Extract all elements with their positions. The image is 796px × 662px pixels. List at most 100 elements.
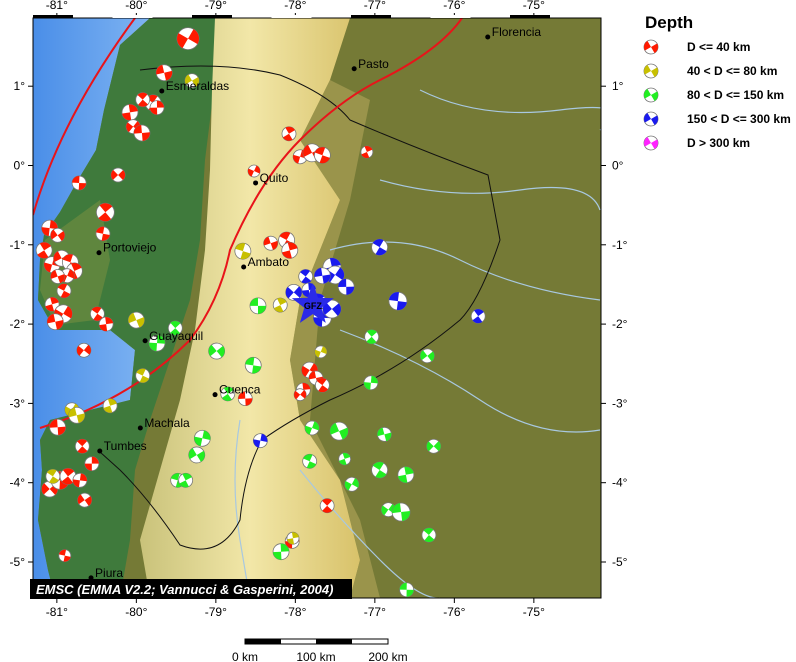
legend-beachball-icon[interactable] xyxy=(641,61,660,80)
focal-mechanism-shallow[interactable] xyxy=(280,241,300,261)
focal-mechanism-intermediate-80-150[interactable] xyxy=(327,419,351,443)
focal-mechanism-intermediate-80-150[interactable] xyxy=(419,525,439,545)
focal-mechanism-shallow[interactable] xyxy=(98,316,114,332)
focal-mechanism-shallow[interactable] xyxy=(71,175,87,191)
focal-mechanism-shallow[interactable] xyxy=(313,375,333,395)
focal-mechanism-intermediate-80-150[interactable] xyxy=(303,419,321,437)
focal-mechanism-intermediate-40-80[interactable] xyxy=(313,344,329,360)
focal-mechanism-shallow[interactable] xyxy=(262,234,280,252)
focal-mechanism-intermediate-80-150[interactable] xyxy=(218,384,237,403)
city-label: Portoviejo xyxy=(103,241,157,255)
focal-mechanism-intermediate-80-150[interactable] xyxy=(176,471,195,490)
focal-mechanism-intermediate-80-150[interactable] xyxy=(337,451,352,466)
focal-mechanism-intermediate-80-150[interactable] xyxy=(165,318,185,338)
city-layer: Florencia Pasto Esmeraldas Quito Portoviejo A… xyxy=(88,25,541,581)
focal-mechanism-shallow[interactable] xyxy=(88,304,107,323)
focal-mechanism-shallow[interactable] xyxy=(173,24,203,54)
focal-mechanism-shallow[interactable] xyxy=(317,496,337,516)
focal-mechanism-shallow[interactable] xyxy=(121,103,139,121)
city-dot xyxy=(159,88,165,94)
focal-mechanism-shallow[interactable] xyxy=(46,312,65,331)
focal-mechanism-intermediate-80-150[interactable] xyxy=(362,327,382,347)
focal-mechanism-shallow[interactable] xyxy=(237,391,253,407)
focal-mechanism-shallow[interactable] xyxy=(75,490,94,509)
focal-mechanism-intermediate-80-150[interactable] xyxy=(249,297,267,315)
focal-mechanism-intermediate-40-80[interactable] xyxy=(43,467,62,486)
focal-mechanism-shallow[interactable] xyxy=(359,144,375,160)
focal-mechanism-intermediate-80-150[interactable] xyxy=(342,475,361,494)
focal-mechanism-shallow[interactable] xyxy=(95,225,111,242)
focal-mechanism-shallow[interactable] xyxy=(93,200,118,225)
focal-mechanism-deep-150-300[interactable] xyxy=(319,296,344,321)
focal-mechanism-intermediate-40-80[interactable] xyxy=(233,241,253,261)
focal-mechanism-intermediate-80-150[interactable] xyxy=(391,502,411,522)
epicenter-star[interactable]: GFZ xyxy=(291,283,334,323)
focal-mechanism-intermediate-80-150[interactable] xyxy=(148,334,166,352)
focal-mechanism-intermediate-80-150[interactable] xyxy=(369,459,391,481)
focal-mechanism-deep-150-300[interactable] xyxy=(313,267,331,285)
focal-mechanism-shallow[interactable] xyxy=(292,386,309,403)
focal-mechanism-shallow[interactable] xyxy=(49,418,67,436)
lat-tick-label: 0° xyxy=(612,158,624,172)
focal-mechanism-shallow[interactable] xyxy=(74,340,94,360)
focal-mechanism-deep-150-300[interactable] xyxy=(337,278,355,296)
focal-mechanism-deep-150-300[interactable] xyxy=(468,306,488,326)
focal-mechanism-intermediate-40-80[interactable] xyxy=(101,397,119,415)
focal-mechanism-deep-150-300[interactable] xyxy=(369,236,391,258)
focal-mechanism-intermediate-80-150[interactable] xyxy=(424,436,444,456)
focal-mechanism-shallow[interactable] xyxy=(43,296,60,313)
city-label: Cuenca xyxy=(219,383,261,397)
focal-mechanism-shallow[interactable] xyxy=(108,165,128,185)
focal-mechanism-shallow[interactable] xyxy=(55,281,74,300)
focal-mechanism-shallow[interactable] xyxy=(149,100,165,116)
focal-mechanism-intermediate-40-80[interactable] xyxy=(67,406,86,425)
legend-beachball-icon[interactable] xyxy=(641,109,660,128)
legend-beachball-icon[interactable] xyxy=(641,133,660,152)
focal-mechanism-intermediate-40-80[interactable] xyxy=(286,531,300,545)
focal-mechanism-intermediate-40-80[interactable] xyxy=(126,310,147,331)
focal-mechanism-shallow[interactable] xyxy=(49,268,67,286)
focal-mechanism-intermediate-80-150[interactable] xyxy=(193,429,212,448)
focal-mechanism-intermediate-80-150[interactable] xyxy=(363,375,379,391)
legend-beachball-icon[interactable] xyxy=(641,85,660,104)
focal-mechanism-intermediate-80-150[interactable] xyxy=(399,582,415,598)
focal-mechanism-intermediate-80-150[interactable] xyxy=(396,465,415,484)
lon-tick-label: -79° xyxy=(205,0,227,12)
legend-beachball-icon[interactable] xyxy=(641,37,660,56)
focal-mechanism-shallow[interactable] xyxy=(72,436,92,456)
focal-mechanism-intermediate-80-150[interactable] xyxy=(300,452,318,470)
focal-mechanism-intermediate-80-150[interactable] xyxy=(376,426,393,443)
focal-mechanism-intermediate-80-150[interactable] xyxy=(417,346,437,366)
city-label: Tumbes xyxy=(104,439,147,453)
focal-mechanism-shallow[interactable] xyxy=(133,124,151,142)
focal-mechanism-intermediate-40-80[interactable] xyxy=(133,366,152,385)
focal-mechanism-shallow[interactable] xyxy=(279,124,298,143)
focal-mechanism-shallow[interactable] xyxy=(155,63,174,82)
focal-mechanism-deep-150-300[interactable] xyxy=(282,281,305,304)
city-cuenca: Cuenca xyxy=(212,383,261,398)
focal-mechanism-intermediate-80-150[interactable] xyxy=(205,340,228,363)
focal-mechanism-deep-150-300[interactable] xyxy=(296,267,316,287)
lat-tick-label: -3° xyxy=(612,396,628,410)
lat-tick-label: -4° xyxy=(612,476,628,490)
legend-title: Depth xyxy=(645,13,693,32)
focal-mechanism-intermediate-80-150[interactable] xyxy=(272,543,290,561)
city-label: Ambato xyxy=(248,255,290,269)
focal-mechanism-shallow[interactable] xyxy=(312,145,333,166)
focal-mechanism-shallow[interactable] xyxy=(133,90,153,110)
focal-mechanism-shallow[interactable] xyxy=(72,472,88,488)
focal-mechanism-shallow[interactable] xyxy=(58,549,72,563)
city-label: Pasto xyxy=(358,57,389,71)
lon-tick-label: -75° xyxy=(523,0,545,12)
focal-mechanism-intermediate-80-150[interactable] xyxy=(244,356,262,374)
focal-mechanism-shallow[interactable] xyxy=(246,163,262,179)
focal-mechanism-intermediate-40-80[interactable] xyxy=(271,296,290,315)
focal-mechanism-deep-150-300[interactable] xyxy=(388,291,408,311)
focal-mechanism-intermediate-80-150[interactable] xyxy=(186,444,208,466)
city-label: Piura xyxy=(95,566,123,580)
focal-mechanism-shallow[interactable] xyxy=(84,456,100,472)
focal-mechanism-shallow[interactable] xyxy=(48,226,68,246)
focal-mechanism-intermediate-40-80[interactable] xyxy=(182,71,201,90)
city-label: Esmeraldas xyxy=(166,79,229,93)
focal-mechanism-deep-150-300[interactable] xyxy=(252,432,268,449)
